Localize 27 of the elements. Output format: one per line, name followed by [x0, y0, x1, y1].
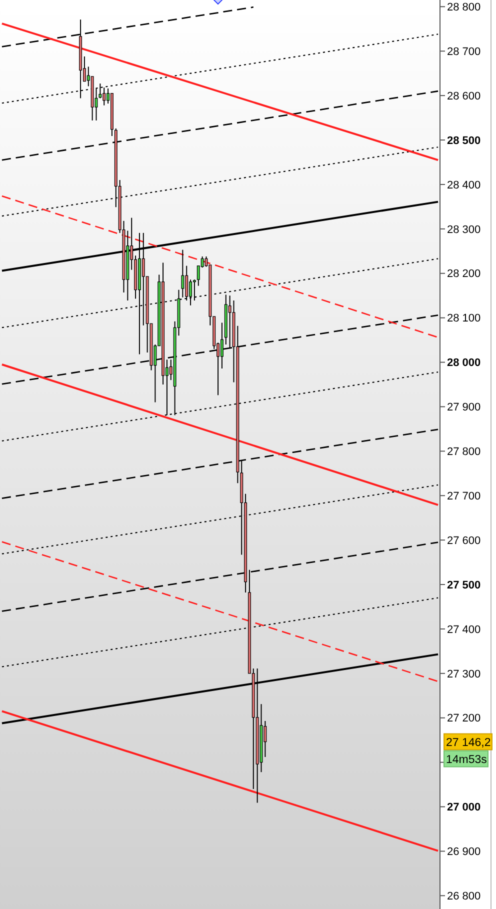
y-tick-label: 28 700: [447, 46, 481, 58]
y-tick-label: 28 800: [447, 2, 481, 14]
candlestick: [220, 322, 224, 369]
y-tick-label: 26 800: [447, 890, 481, 903]
y-tick-label: 28 300: [447, 224, 481, 236]
candlestick: [185, 265, 188, 301]
y-tick-label: 28 100: [447, 312, 481, 325]
candlestick: [192, 279, 196, 301]
text: 27 146,2: [446, 736, 491, 749]
y-tick-label: 28 400: [447, 179, 481, 192]
y-tick-label: 27 300: [447, 668, 481, 680]
y-tick-label: 26 900: [447, 846, 481, 858]
y-tick-label: 28 600: [447, 90, 481, 102]
candlestick: [189, 279, 192, 306]
y-tick-label: 27 000: [447, 802, 481, 814]
candlestick: [181, 249, 184, 298]
y-tick-label: 27 400: [447, 624, 481, 636]
y-tick-label: 27 700: [447, 490, 481, 502]
y-tick-label: 28 500: [447, 134, 481, 147]
text: 14m53s: [446, 754, 488, 766]
y-tick-label: 28 200: [447, 268, 481, 280]
y-tick-label: 27 200: [447, 712, 481, 725]
y-tick-label: 27 500: [447, 579, 481, 592]
y-tick-label: 27 800: [447, 446, 481, 458]
y-tick-label: 28 000: [447, 357, 481, 370]
y-tick-label: 27 900: [447, 402, 481, 414]
y-tick-label: 27 600: [447, 534, 481, 547]
